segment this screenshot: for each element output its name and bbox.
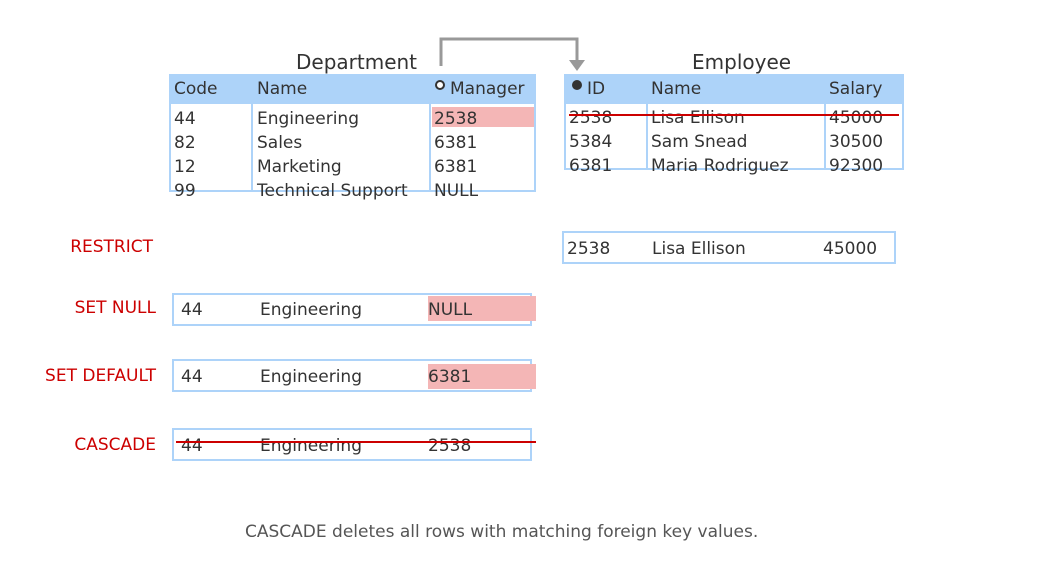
employee-title: Employee xyxy=(692,50,792,74)
cascade-row: 44 Engineering 2538 xyxy=(172,428,536,461)
employee-body-frame xyxy=(564,104,904,170)
department-col-divider xyxy=(429,104,431,192)
department-cell: 99 xyxy=(174,181,196,201)
department-table: Code Name Manager 44 Engineering 2538 82… xyxy=(169,74,536,201)
set-default-row: 44 Engineering 6381 xyxy=(172,359,536,392)
restrict-cell: 2538 xyxy=(567,239,611,259)
restrict-cell: Lisa Ellison xyxy=(652,239,746,259)
set-default-label: SET DEFAULT xyxy=(45,366,156,386)
department-header-row: Code Name Manager xyxy=(169,74,536,104)
set-null-label: SET NULL xyxy=(74,298,156,318)
deleted-row-strike xyxy=(569,114,899,116)
employee-cell: 2538 xyxy=(569,108,613,128)
set-null-row: 44 Engineering NULL xyxy=(172,293,536,326)
caption: CASCADE deletes all rows with matching f… xyxy=(245,522,759,542)
employee-cell: 5384 xyxy=(569,132,613,152)
department-cell: Engineering xyxy=(257,109,359,129)
employee-cell: Sam Snead xyxy=(651,132,748,152)
set-default-highlight xyxy=(428,364,536,389)
employee-header-row: ID Name Salary xyxy=(564,74,904,104)
employee-header-id: ID xyxy=(572,74,605,104)
set-default-cell: Engineering xyxy=(260,367,362,387)
set-default-cell: 44 xyxy=(181,367,203,387)
department-cell: NULL xyxy=(434,181,479,201)
employee-col-divider xyxy=(646,104,648,170)
set-default-cell: 6381 xyxy=(428,367,472,387)
department-header-manager: Manager xyxy=(435,74,525,104)
employee-cell: 45000 xyxy=(829,108,884,128)
restrict-row: 2538 Lisa Ellison 45000 xyxy=(562,231,896,264)
cascade-cell: 44 xyxy=(181,436,203,456)
department-cell: 6381 xyxy=(434,157,478,177)
cascade-strike xyxy=(176,441,536,443)
set-null-highlight xyxy=(428,296,536,321)
employee-cell: 6381 xyxy=(569,156,613,176)
employee-header-salary: Salary xyxy=(829,79,883,99)
restrict-label: RESTRICT xyxy=(70,237,153,257)
employee-header-name: Name xyxy=(651,79,702,99)
department-cell: 44 xyxy=(174,109,196,129)
department-cell: 2538 xyxy=(434,109,478,129)
manager-highlight xyxy=(432,107,534,127)
set-null-cell: Engineering xyxy=(260,300,362,320)
department-title: Department xyxy=(296,50,418,74)
department-cell: Sales xyxy=(257,133,303,153)
department-cell: 6381 xyxy=(434,133,478,153)
primary-key-icon xyxy=(572,80,582,90)
employee-cell: Maria Rodriguez xyxy=(651,156,789,176)
set-null-cell: NULL xyxy=(428,300,473,320)
employee-cell: 30500 xyxy=(829,132,884,152)
cascade-label: CASCADE xyxy=(74,435,156,455)
department-body-frame xyxy=(169,104,536,192)
employee-cell: Lisa Ellison xyxy=(651,108,745,128)
restrict-cell: 45000 xyxy=(823,239,878,259)
employee-col-divider xyxy=(824,104,826,170)
department-header-code: Code xyxy=(174,79,218,99)
foreign-key-icon xyxy=(435,80,445,90)
employee-cell: 92300 xyxy=(829,156,884,176)
department-cell: Marketing xyxy=(257,157,342,177)
employee-table: ID Name Salary 2538 Lisa Ellison 45000 5… xyxy=(564,74,904,176)
department-cell: Technical Support xyxy=(257,181,408,201)
set-null-cell: 44 xyxy=(181,300,203,320)
department-cell: 82 xyxy=(174,133,196,153)
department-cell: 12 xyxy=(174,157,196,177)
cascade-cell: Engineering xyxy=(260,436,362,456)
department-header-name: Name xyxy=(257,79,308,99)
department-col-divider xyxy=(251,104,253,192)
cascade-cell: 2538 xyxy=(428,436,472,456)
